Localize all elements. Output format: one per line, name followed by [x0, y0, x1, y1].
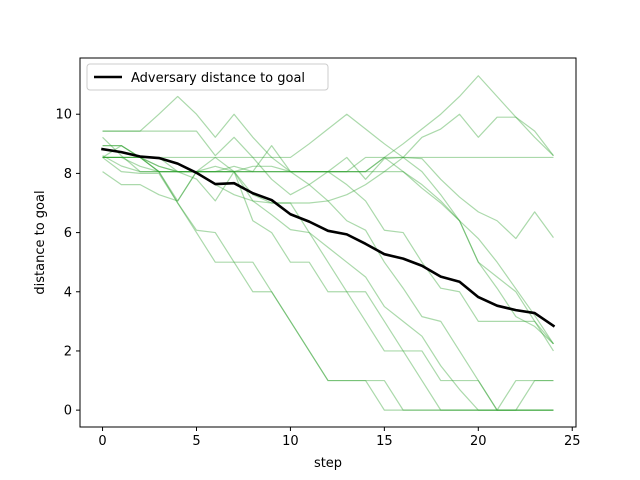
x-tick-label: 20 — [470, 434, 487, 449]
y-tick-label: 6 — [64, 226, 72, 241]
trial-line-13 — [102, 144, 554, 352]
legend: Adversary distance to goal — [86, 63, 329, 91]
legend-box — [86, 63, 329, 91]
y-tick-label: 8 — [64, 167, 72, 182]
trial-line-9 — [102, 156, 554, 411]
y-tick-label: 10 — [55, 108, 72, 123]
trial-line-1 — [102, 113, 554, 159]
trial-line-8 — [102, 155, 554, 411]
trial-lines — [102, 75, 554, 411]
x-axis-ticks: 0 5 10 15 20 25 — [98, 427, 581, 449]
trial-line-11 — [102, 144, 554, 411]
legend-label-main: Adversary distance to goal — [131, 71, 305, 86]
x-tick-label: 15 — [376, 434, 393, 449]
trial-line-6 — [102, 156, 554, 345]
main-series-layer — [101, 147, 556, 328]
x-tick-label: 25 — [564, 434, 581, 449]
trial-line-3 — [102, 113, 554, 196]
trial-line-5 — [102, 156, 554, 240]
x-tick-label: 10 — [282, 434, 299, 449]
trial-line-4 — [102, 144, 554, 345]
trial-line-10 — [102, 156, 554, 411]
y-axis-label: distance to goal — [33, 190, 48, 294]
adversary-distance-line — [101, 147, 556, 328]
trial-line-2 — [102, 75, 554, 173]
trial-line-7 — [102, 136, 554, 411]
trial-line-14 — [102, 156, 554, 345]
y-tick-label: 4 — [64, 285, 72, 300]
y-axis-ticks: 0 2 4 6 8 10 — [55, 108, 80, 419]
x-axis-label: step — [314, 456, 342, 471]
trial-line-12 — [102, 156, 554, 411]
x-tick-label: 5 — [192, 434, 200, 449]
y-tick-label: 2 — [64, 344, 72, 359]
axes-frame — [79, 57, 577, 428]
x-tick-label: 0 — [98, 434, 106, 449]
y-tick-label: 0 — [64, 404, 72, 419]
